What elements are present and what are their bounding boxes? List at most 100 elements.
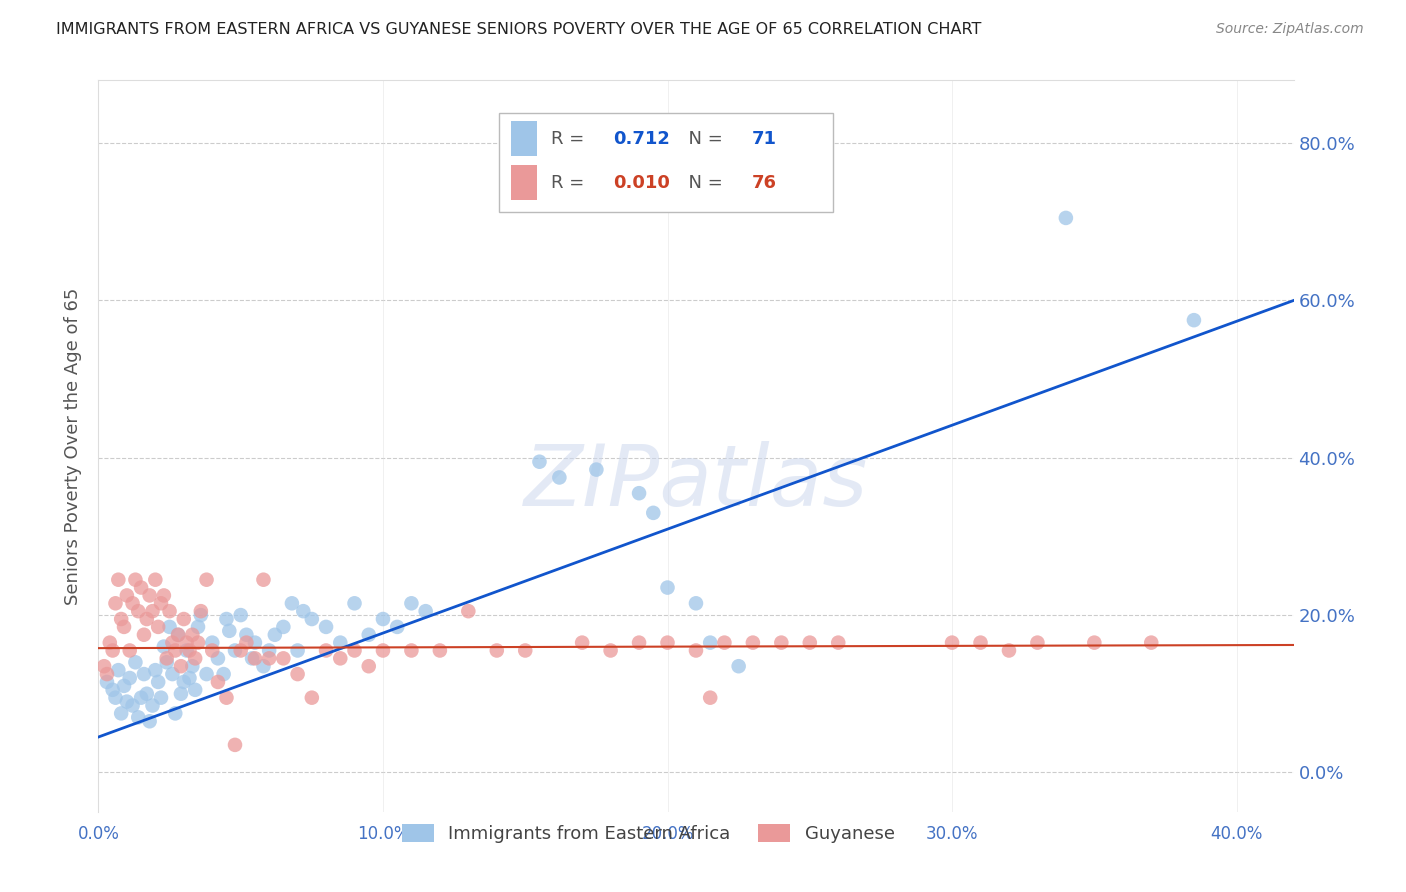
Point: [657, 581, 679, 595]
Point: [257, 651, 280, 665]
Point: [173, 612, 195, 626]
Point: [357, 628, 380, 642]
Point: [195, 667, 218, 681]
Point: [212, 667, 235, 681]
Point: [190, 604, 212, 618]
Point: [195, 573, 218, 587]
Point: [115, 589, 138, 603]
Point: [187, 620, 209, 634]
Point: [1026, 635, 1049, 649]
Point: [224, 738, 246, 752]
Point: [121, 698, 143, 713]
Point: [727, 659, 749, 673]
Point: [699, 635, 721, 649]
Point: [118, 671, 141, 685]
Point: [599, 643, 621, 657]
Point: [135, 687, 157, 701]
Point: [107, 573, 129, 587]
Point: [156, 655, 179, 669]
Point: [127, 604, 149, 618]
Point: [156, 651, 179, 665]
Point: [115, 695, 138, 709]
Text: 71: 71: [752, 130, 778, 148]
Point: [799, 635, 821, 649]
Text: 0.010: 0.010: [613, 174, 671, 192]
Point: [969, 635, 991, 649]
Point: [571, 635, 593, 649]
Point: [485, 643, 508, 657]
Text: ZIPatlas: ZIPatlas: [524, 441, 868, 524]
Point: [127, 710, 149, 724]
Point: [229, 643, 252, 657]
Point: [129, 581, 152, 595]
Point: [150, 690, 173, 705]
Point: [148, 620, 170, 634]
Point: [153, 589, 176, 603]
Text: 30.0%: 30.0%: [925, 825, 979, 843]
Point: [153, 640, 176, 654]
Point: [93, 659, 115, 673]
Point: [273, 651, 295, 665]
Point: [143, 663, 166, 677]
Point: [112, 679, 135, 693]
Point: [315, 643, 337, 657]
Point: [287, 643, 309, 657]
Point: [281, 596, 304, 610]
Point: [187, 635, 209, 649]
Bar: [510, 165, 537, 200]
Point: [301, 612, 323, 626]
Point: [515, 643, 537, 657]
Point: [181, 628, 204, 642]
Point: [229, 608, 252, 623]
Point: [148, 675, 170, 690]
Text: N =: N =: [676, 130, 728, 148]
Point: [207, 651, 229, 665]
Point: [273, 620, 295, 634]
Point: [215, 612, 238, 626]
Point: [1054, 211, 1077, 225]
Point: [827, 635, 849, 649]
Point: [132, 667, 155, 681]
Text: 20.0%: 20.0%: [641, 825, 693, 843]
Point: [138, 589, 160, 603]
Point: [941, 635, 963, 649]
Point: [101, 682, 124, 697]
Point: [96, 667, 118, 681]
Point: [179, 643, 201, 657]
Point: [329, 635, 352, 649]
Point: [167, 628, 190, 642]
Point: [628, 486, 651, 500]
Point: [201, 643, 224, 657]
Point: [429, 643, 451, 657]
Point: [143, 573, 166, 587]
Text: 0.712: 0.712: [613, 130, 671, 148]
Point: [170, 687, 193, 701]
Point: [343, 596, 366, 610]
Point: [240, 651, 263, 665]
Point: [98, 635, 121, 649]
Text: IMMIGRANTS FROM EASTERN AFRICA VS GUYANESE SENIORS POVERTY OVER THE AGE OF 65 CO: IMMIGRANTS FROM EASTERN AFRICA VS GUYANE…: [56, 22, 981, 37]
Point: [165, 706, 187, 721]
Point: [741, 635, 763, 649]
Point: [176, 643, 198, 657]
Text: Source: ZipAtlas.com: Source: ZipAtlas.com: [1216, 22, 1364, 37]
Point: [401, 643, 423, 657]
Point: [176, 635, 198, 649]
Point: [121, 596, 143, 610]
Point: [371, 643, 394, 657]
Text: 76: 76: [752, 174, 778, 192]
Point: [529, 455, 551, 469]
Text: 40.0%: 40.0%: [1211, 825, 1263, 843]
Point: [118, 643, 141, 657]
Point: [657, 635, 679, 649]
Point: [301, 690, 323, 705]
Point: [162, 635, 184, 649]
Point: [141, 698, 163, 713]
Y-axis label: Seniors Poverty Over the Age of 65: Seniors Poverty Over the Age of 65: [63, 287, 82, 605]
Point: [287, 667, 309, 681]
Point: [235, 628, 257, 642]
Point: [215, 690, 238, 705]
Point: [235, 635, 257, 649]
Point: [252, 659, 274, 673]
Point: [1140, 635, 1163, 649]
